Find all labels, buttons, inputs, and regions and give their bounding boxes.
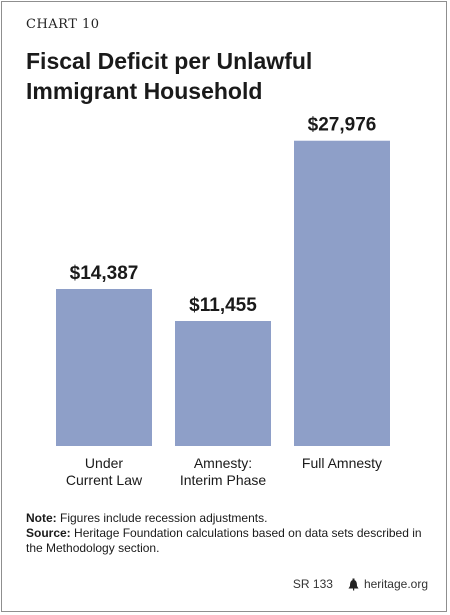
- bar-0: [56, 289, 152, 446]
- category-label-1-line-1: Interim Phase: [180, 472, 267, 488]
- source-text: Heritage Foundation calculations based o…: [26, 526, 422, 555]
- chart-number-label: CHART 10: [26, 17, 100, 32]
- report-id: SR 133: [292, 577, 333, 591]
- category-label-1-line-0: Amnesty:: [194, 455, 252, 471]
- note-text: Figures include recession adjustments.: [56, 511, 268, 525]
- value-label-1: $11,455: [189, 295, 257, 316]
- category-label-0-line-0: Under: [85, 455, 123, 471]
- note-label: Note:: [26, 511, 57, 525]
- note-line: Note: Figures include recession adjustme…: [26, 511, 426, 526]
- bar-1: [175, 320, 271, 446]
- chart-notes: Note: Figures include recession adjustme…: [26, 511, 426, 556]
- liberty-bell-icon: [348, 578, 359, 590]
- value-label-0: $14,387: [70, 263, 139, 284]
- source-line: Source: Heritage Foundation calculations…: [26, 526, 426, 556]
- category-label-2-line-0: Full Amnesty: [302, 455, 382, 471]
- category-label-0-line-1: Current Law: [66, 472, 143, 488]
- footer: SR 133 heritage.org: [293, 577, 428, 591]
- site-link[interactable]: heritage.org: [363, 577, 428, 591]
- source-label: Source:: [26, 526, 71, 540]
- chart-title: Fiscal Deficit per Unlawful Immigrant Ho…: [26, 48, 313, 104]
- bar-2: [294, 140, 390, 447]
- value-label-2: $27,976: [308, 115, 377, 136]
